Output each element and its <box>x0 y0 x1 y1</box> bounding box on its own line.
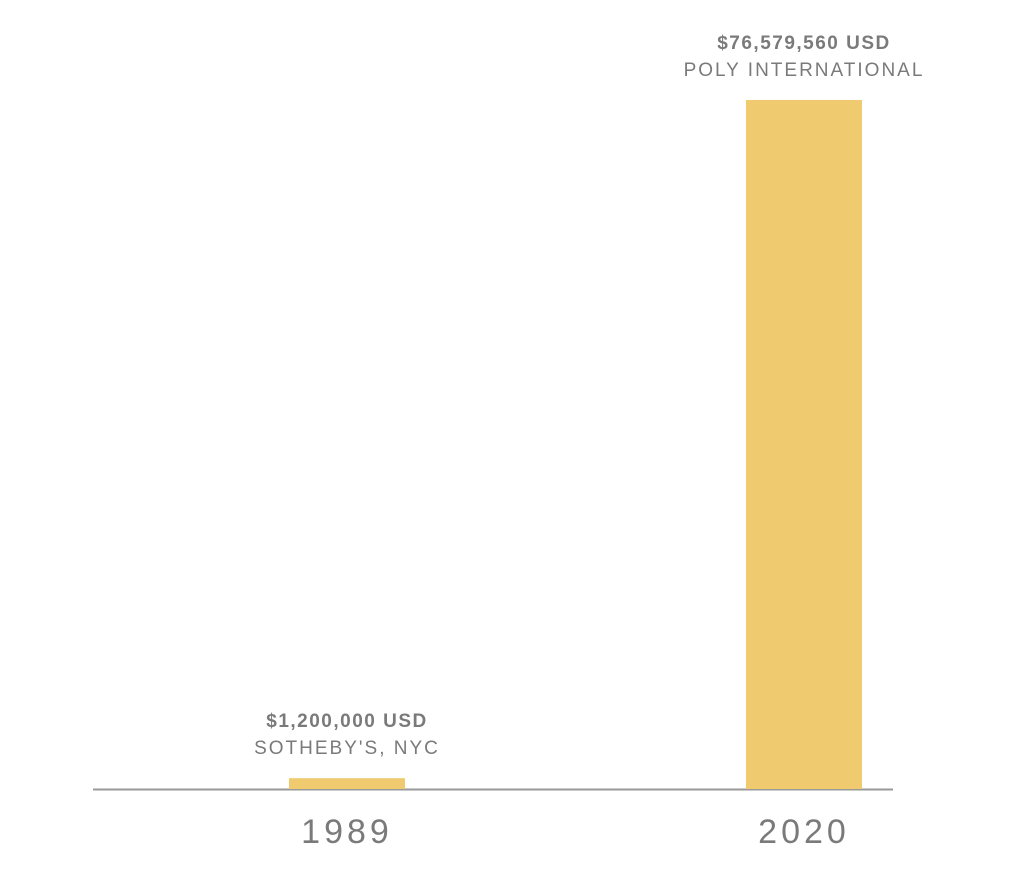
bar <box>746 100 862 789</box>
x-tick-label: 2020 <box>758 813 850 851</box>
x-tick-label: 1989 <box>301 813 393 851</box>
value-label: $76,579,560 USD <box>717 33 891 54</box>
annotation: POLY INTERNATIONAL <box>684 60 925 81</box>
annotation: SOTHEBY'S, NYC <box>254 738 440 759</box>
bar <box>289 778 405 789</box>
value-label: $1,200,000 USD <box>266 711 428 732</box>
